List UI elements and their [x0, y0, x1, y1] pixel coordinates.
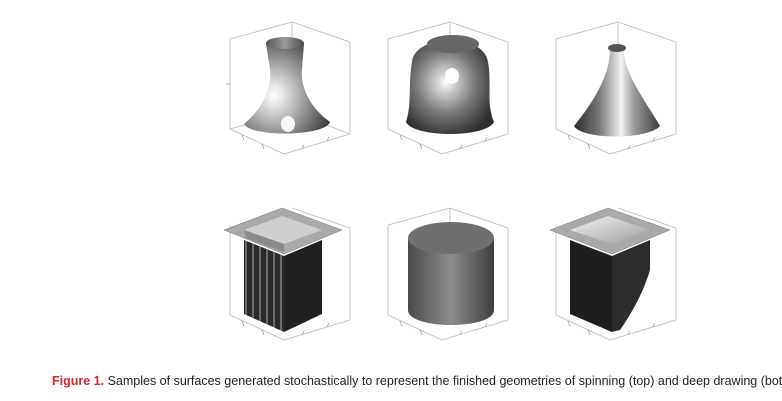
axis-box — [229, 207, 351, 341]
side-wall — [284, 240, 322, 332]
dome-surface — [406, 40, 494, 134]
figure-panels — [222, 14, 688, 350]
deep-drawing-corrugated-box-panel — [222, 200, 362, 350]
deep-drawing-skewed-box-panel — [548, 200, 688, 350]
cavity-opening — [570, 216, 650, 244]
figure-caption: Figure 1. Samples of surfaces generated … — [52, 374, 782, 388]
cone-surface — [574, 50, 660, 137]
cone-rim — [608, 44, 626, 52]
cavity-opening — [244, 216, 322, 244]
spinning-cone-plot — [555, 21, 677, 155]
axis-box — [555, 207, 677, 341]
front-wall — [570, 240, 612, 332]
deep-drawing-cylinder-plot — [387, 207, 509, 341]
spinning-dome-panel — [380, 14, 520, 164]
skewed-side-wall — [612, 240, 650, 332]
figure-label: Figure 1. — [52, 374, 105, 388]
spinning-vase-panel — [222, 14, 362, 164]
deep-drawing-corrugated-box-plot — [223, 207, 351, 341]
corrugated-wall — [244, 240, 284, 332]
vase-rim — [266, 37, 304, 49]
spinning-vase-plot — [226, 21, 351, 155]
caption-text: Samples of surfaces generated stochastic… — [104, 374, 782, 388]
spinning-dome-plot — [387, 21, 509, 155]
cylinder-surface — [408, 238, 494, 325]
dome-rim — [427, 35, 479, 53]
cylinder-top — [408, 222, 494, 254]
deep-drawing-skewed-box-plot — [549, 207, 677, 341]
vase-surface — [244, 38, 330, 134]
spinning-cone-panel — [548, 14, 688, 164]
deep-drawing-cylinder-panel — [380, 200, 520, 350]
